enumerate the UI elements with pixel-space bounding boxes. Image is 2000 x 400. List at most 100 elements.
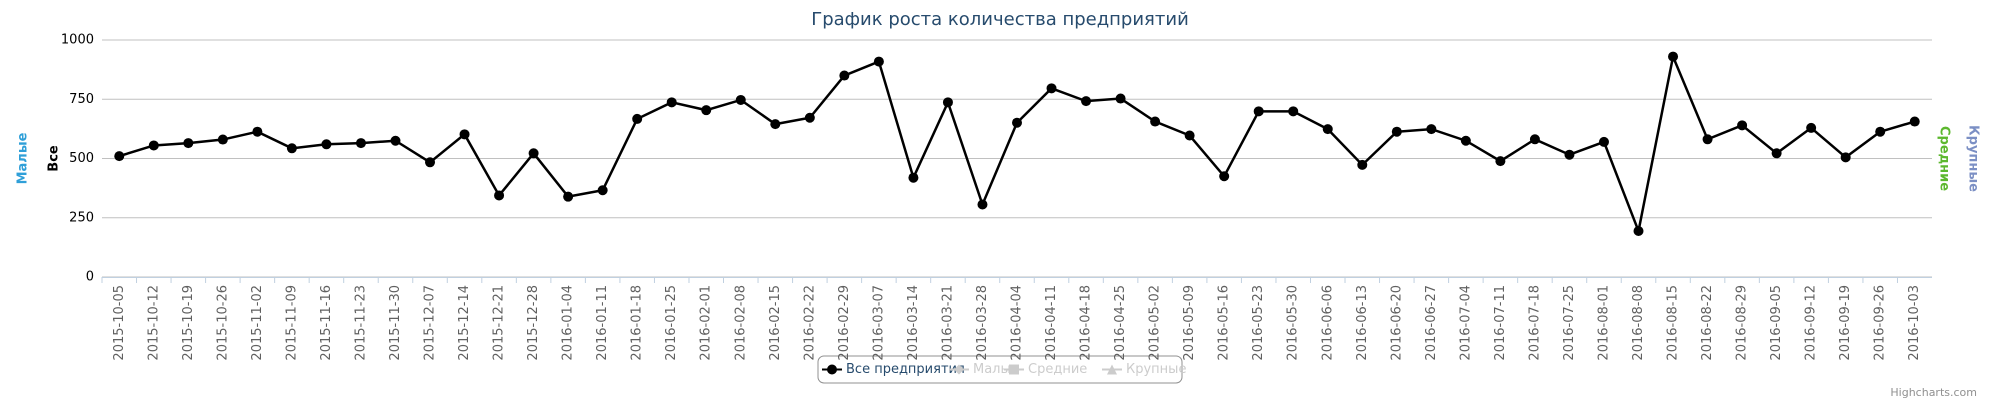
data-point: [1495, 156, 1506, 167]
data-point: [1357, 159, 1368, 170]
data-point: [666, 97, 677, 108]
data-point: [1909, 116, 1920, 127]
x-tick-label: 2016-07-18: [1527, 285, 1542, 361]
data-point: [1564, 149, 1575, 160]
x-tick-label: 2016-03-21: [940, 285, 955, 361]
x-tick-label: 2015-12-14: [457, 285, 472, 361]
data-point: [286, 143, 297, 154]
data-point: [1150, 116, 1161, 127]
y-tick-label: 750: [69, 92, 94, 107]
data-point: [1840, 152, 1851, 163]
data-point: [425, 157, 436, 168]
legend-symbol: [954, 364, 964, 375]
x-tick-label: 2016-07-25: [1562, 285, 1577, 361]
data-point: [1426, 124, 1437, 135]
data-point: [804, 112, 815, 123]
data-point: [1391, 126, 1402, 137]
data-point: [1219, 171, 1230, 182]
data-point: [1702, 134, 1713, 145]
data-point: [1806, 122, 1817, 133]
data-point: [148, 140, 159, 151]
credits[interactable]: Highcharts.com: [1890, 386, 1977, 399]
x-tick-label: 2016-05-02: [1148, 285, 1163, 361]
x-tick-label: 2015-11-30: [388, 285, 403, 361]
x-tick-label: 2016-02-29: [837, 285, 852, 361]
chart-title: График роста количества предприятий: [811, 9, 1189, 30]
x-tick-label: 2016-03-07: [871, 285, 886, 361]
x-tick-label: 2016-01-04: [561, 285, 576, 361]
data-point: [1875, 126, 1886, 137]
x-tick-label: 2016-07-11: [1493, 285, 1508, 361]
data-point: [977, 199, 988, 210]
data-point: [528, 148, 539, 159]
x-tick-label: 2015-10-12: [146, 285, 161, 361]
y-axis-title: Малые: [16, 132, 31, 184]
data-point: [1598, 136, 1609, 147]
x-tick-label: 2016-10-03: [1907, 285, 1922, 361]
y-axis-title: Все: [47, 145, 62, 172]
x-tick-label: 2016-09-26: [1873, 285, 1888, 361]
x-tick-label: 2015-11-09: [284, 285, 299, 361]
x-tick-label: 2016-03-28: [975, 285, 990, 361]
data-point: [942, 97, 953, 108]
x-tick-label: 2015-10-19: [181, 285, 196, 361]
data-point: [1288, 106, 1299, 117]
legend-label[interactable]: Малые: [973, 362, 1019, 377]
x-tick-label: 2016-08-15: [1666, 285, 1681, 361]
data-point: [1460, 135, 1471, 146]
x-tick-label: 2015-10-26: [215, 285, 230, 361]
data-point: [563, 191, 574, 202]
data-point: [1046, 83, 1057, 94]
x-tick-label: 2016-03-14: [906, 285, 921, 361]
y-axis-title: Крупные: [1966, 125, 1981, 192]
data-point: [1081, 96, 1092, 107]
data-point: [1529, 134, 1540, 145]
x-tick-label: 2016-06-27: [1424, 285, 1439, 361]
data-point: [770, 119, 781, 130]
data-point: [1668, 51, 1679, 62]
data-point: [114, 151, 125, 162]
data-point: [494, 190, 505, 201]
data-point: [1184, 130, 1195, 141]
x-tick-label: 2015-10-05: [112, 285, 127, 361]
x-tick-label: 2016-02-08: [733, 285, 748, 361]
legend-label[interactable]: Средние: [1028, 362, 1087, 377]
data-point: [1322, 124, 1333, 135]
x-tick-label: 2016-09-19: [1838, 285, 1853, 361]
y-axis-title: Средние: [1937, 126, 1952, 191]
data-point: [1737, 120, 1748, 131]
data-point: [597, 185, 608, 196]
x-tick-label: 2016-04-04: [1010, 285, 1025, 361]
x-tick-label: 2016-02-22: [802, 285, 817, 361]
data-point: [839, 70, 850, 81]
x-tick-label: 2016-07-04: [1458, 285, 1473, 361]
x-tick-label: 2015-12-07: [423, 285, 438, 361]
data-point: [183, 138, 194, 149]
x-tick-label: 2016-02-15: [768, 285, 783, 361]
y-tick-label: 250: [69, 210, 94, 225]
data-point: [1771, 148, 1782, 159]
x-tick-label: 2015-12-28: [526, 285, 541, 361]
legend-symbol: [1009, 364, 1019, 375]
x-tick-label: 2016-09-05: [1769, 285, 1784, 361]
data-point: [1115, 93, 1126, 104]
legend-label[interactable]: Крупные: [1126, 362, 1186, 377]
x-tick-label: 2016-09-12: [1804, 285, 1819, 361]
legend-box: [817, 355, 1183, 384]
x-tick-label: 2016-05-30: [1286, 285, 1301, 361]
x-tick-label: 2016-08-22: [1700, 285, 1715, 361]
x-tick-label: 2016-06-20: [1389, 285, 1404, 361]
x-tick-label: 2016-08-29: [1735, 285, 1750, 361]
legend-label[interactable]: Все предприятия: [846, 362, 965, 377]
x-tick-label: 2016-05-16: [1217, 285, 1232, 361]
data-point: [632, 113, 643, 124]
y-tick-label: 0: [86, 270, 94, 285]
data-point: [321, 139, 332, 150]
x-tick-label: 2016-04-25: [1113, 285, 1128, 361]
x-tick-label: 2016-08-01: [1596, 285, 1611, 361]
x-tick-label: 2016-05-09: [1182, 285, 1197, 361]
x-tick-label: 2015-12-21: [492, 285, 507, 361]
x-tick-label: 2016-06-06: [1320, 285, 1335, 361]
